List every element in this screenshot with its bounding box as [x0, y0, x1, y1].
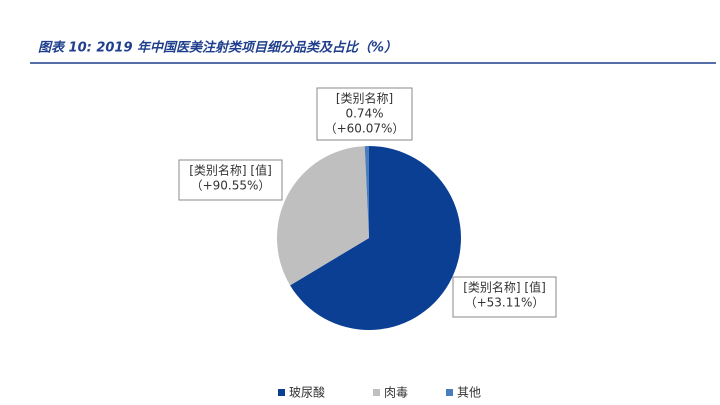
- data-label: [类别名称] [值]: [463, 280, 546, 295]
- data-label: （+90.55%）: [191, 179, 271, 193]
- legend-label: 肉毒: [384, 386, 408, 400]
- pie-slice: [276, 146, 369, 286]
- data-label: 0.74%: [345, 107, 383, 121]
- legend-swatch: [278, 389, 285, 396]
- pie-slice: [290, 146, 461, 330]
- data-label-box: [178, 159, 283, 201]
- legend-swatch: [373, 389, 380, 396]
- data-label: （+53.11%）: [465, 296, 545, 310]
- pie-slice: [364, 146, 369, 238]
- legend-swatch: [446, 389, 453, 396]
- data-label: （+60.07%）: [325, 122, 405, 136]
- chart-title: 图表 10: 2019 年中国医美注射类项目细分品类及占比（%）: [38, 40, 397, 56]
- data-label-box: [316, 87, 413, 141]
- legend-label: 玻尿酸: [289, 385, 325, 400]
- data-label: [类别名称] [值]: [189, 163, 272, 178]
- data-label-box: [452, 276, 557, 318]
- legend-label: 其他: [457, 386, 481, 400]
- data-label: [类别名称]: [336, 91, 393, 106]
